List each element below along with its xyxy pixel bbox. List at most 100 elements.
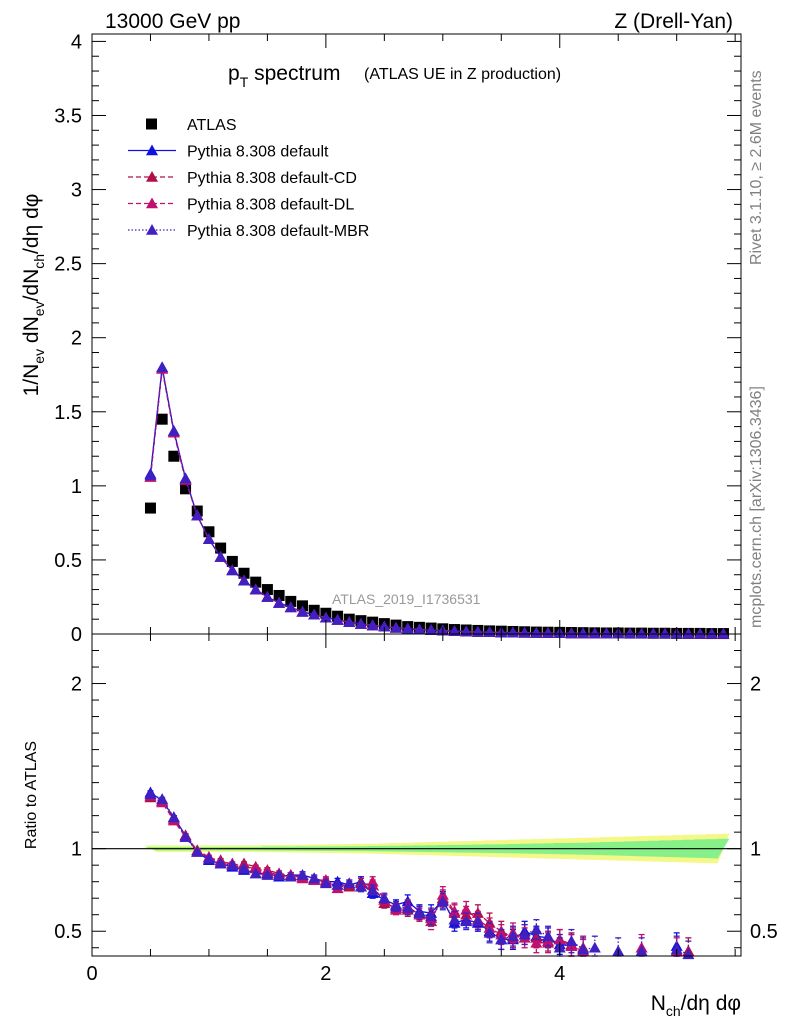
ratio-series-dl (144, 789, 683, 957)
mc-point (308, 608, 321, 620)
ratio-y-axis: 0.5 0.5 1 1 2 2 (54, 650, 778, 949)
plot-title: pT spectrum (228, 62, 340, 90)
ratio-panel: 0.5 0.5 1 1 2 2 0 2 4 (54, 633, 778, 985)
ratio-point (354, 880, 367, 892)
main-y-tick-label: 4 (71, 31, 82, 53)
header-left: 13000 GeV pp (105, 10, 240, 33)
ratio-y-tick-label-right: 1 (750, 839, 761, 861)
ratio-point (366, 883, 379, 895)
ratio-point (261, 869, 274, 880)
mc-point (600, 627, 613, 639)
ratio-y-tick-label: 1 (71, 839, 82, 861)
ratio-series-mbr (144, 788, 695, 960)
mc-point (658, 627, 671, 639)
mc-point (623, 627, 636, 639)
mc-point (518, 626, 531, 638)
mc-point (530, 626, 543, 638)
ratio-point (366, 875, 379, 887)
ratio-point (542, 936, 555, 948)
mc-point (249, 583, 262, 595)
ratio-y-tick-label: 0.5 (54, 921, 82, 943)
ratio-y-label: Ratio to ATLAS (23, 741, 40, 849)
mc-point (542, 627, 555, 638)
mc-point (565, 627, 578, 639)
mcplots-label: mcplots.cern.ch [arXiv:1306.3436] (748, 386, 765, 628)
legend-marker-triangle (146, 171, 158, 182)
mc-point (647, 627, 660, 639)
atlas-point (180, 483, 192, 495)
mc-point (261, 590, 274, 602)
ratio-y-tick-label-right: 2 (750, 674, 761, 696)
legend-label: Pythia 8.308 default-DL (187, 197, 354, 214)
main-y-tick-label: 0.5 (54, 550, 82, 572)
x-tick-label: 4 (554, 963, 565, 985)
legend-entry: ATLAS (146, 117, 237, 134)
ratio-series-line (150, 796, 584, 949)
ratio-frame (91, 633, 742, 957)
mc-point (401, 622, 414, 634)
ratio-point (413, 907, 426, 918)
x-tick-label: 2 (320, 963, 331, 985)
legend-entry: Pythia 8.308 default-DL (128, 197, 354, 214)
mc-point (354, 617, 367, 629)
ratio-point (214, 857, 227, 869)
main-x-ticks (91, 34, 736, 634)
ratio-point (273, 869, 286, 880)
mc-point (448, 625, 461, 636)
ratio-point (577, 943, 590, 955)
ratio-point (635, 945, 648, 956)
legend: ATLAS Pythia 8.308 default Pythia 8.308 de… (128, 117, 369, 240)
atlas-point (226, 555, 238, 567)
mc-point (296, 605, 309, 617)
mc-point (167, 425, 180, 436)
mc-point (506, 626, 519, 638)
legend-label: Pythia 8.308 default-MBR (187, 223, 369, 240)
main-y-tick-label: 1 (71, 476, 82, 498)
mc-point (284, 601, 297, 613)
ratio-y-tick-label-right: 0.5 (750, 921, 778, 943)
rivet-label: Rivet 3.1.10, ≥ 2.6M events (748, 70, 765, 265)
ratio-point (308, 872, 321, 884)
mc-point (319, 611, 332, 623)
legend-marker-triangle (146, 224, 158, 235)
mc-point (390, 621, 403, 633)
ratio-point (448, 913, 461, 925)
mc-point (273, 596, 286, 608)
mc-point (635, 627, 648, 639)
ratio-y-tick-label: 2 (71, 674, 82, 696)
ratio-point (436, 895, 449, 907)
ratio-series-line (150, 793, 595, 951)
ratio-series-default (144, 786, 683, 957)
mc-point (191, 509, 204, 521)
ratio-point (506, 930, 519, 941)
mc-point (425, 624, 438, 635)
legend-marker-triangle (146, 144, 158, 156)
ratio-point (156, 793, 169, 804)
ratio-point (425, 910, 438, 922)
plot-title-main: p (228, 62, 240, 85)
ratio-point (495, 933, 508, 945)
ratio-point (518, 928, 531, 940)
legend-label: Pythia 8.308 default (187, 144, 329, 161)
legend-entry: Pythia 8.308 default-MBR (128, 223, 369, 240)
main-y-tick-label: 1.5 (54, 402, 82, 424)
plot-title-rest: spectrum (248, 62, 340, 85)
ratio-data-layer (92, 786, 741, 960)
ratio-point (565, 935, 578, 946)
ratio-point (238, 862, 251, 874)
ratio-point (191, 845, 204, 857)
ratio-point (530, 936, 543, 948)
mc-point (238, 574, 251, 586)
legend-entry: Pythia 8.308 default (128, 144, 329, 161)
mc-point (331, 613, 344, 625)
main-y-tick-label: 3.5 (54, 105, 82, 127)
mc-point (156, 361, 169, 373)
legend-label: ATLAS (187, 117, 237, 134)
mc-point (577, 627, 590, 639)
atlas-point (203, 526, 215, 538)
atlas-point (144, 502, 156, 514)
ratio-point (331, 878, 344, 890)
atlas-point (250, 576, 262, 588)
mc-point (214, 550, 227, 562)
